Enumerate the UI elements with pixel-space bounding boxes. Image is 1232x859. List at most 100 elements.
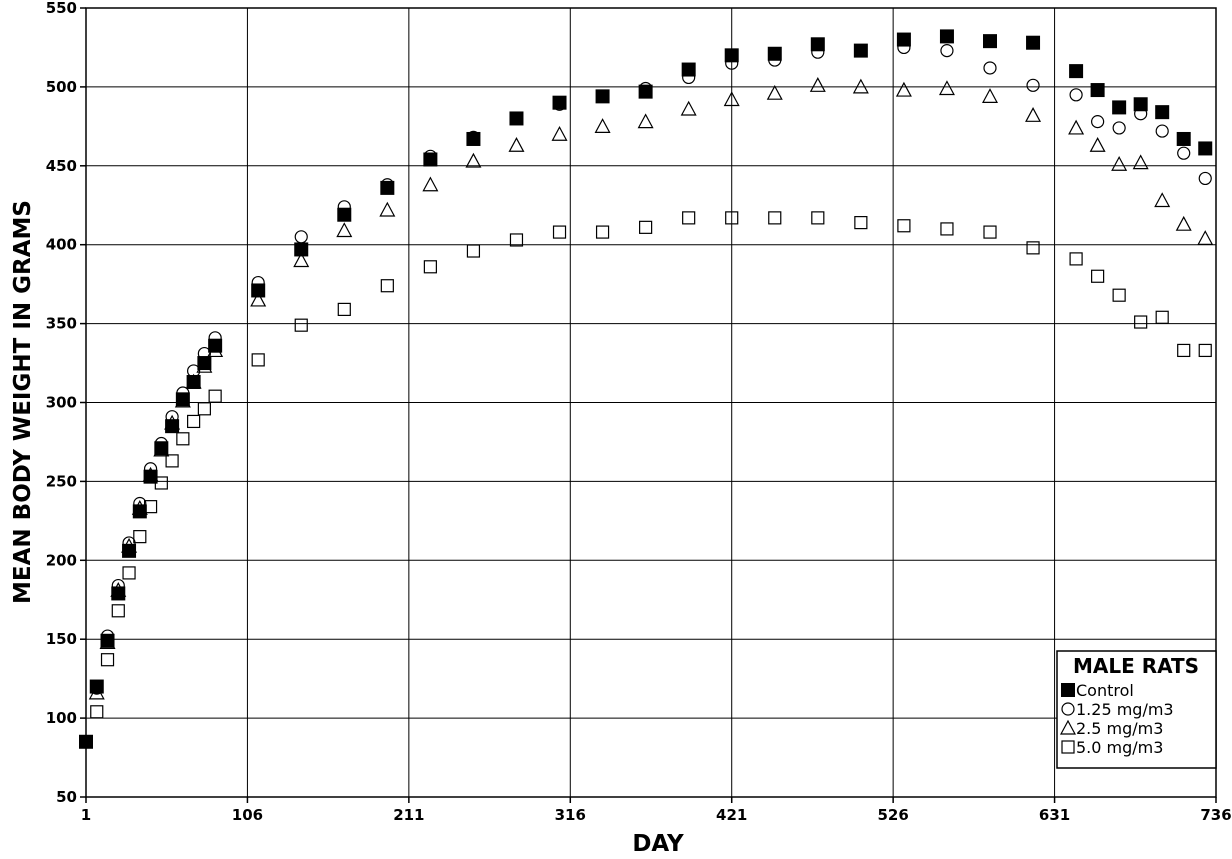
data-point: [508, 137, 525, 152]
data-point: [725, 211, 739, 225]
data-point: [208, 338, 223, 353]
data-point: [1091, 269, 1105, 283]
data-point: [251, 283, 266, 298]
legend-label: 2.5 mg/m3: [1076, 719, 1163, 738]
y-tick-label: 400: [46, 236, 77, 254]
data-point: [122, 566, 136, 580]
data-point: [1132, 154, 1149, 170]
data-point: [176, 432, 190, 446]
data-point: [197, 356, 212, 371]
data-point: [1197, 230, 1214, 245]
data-point: [1133, 97, 1148, 112]
data-point: [133, 530, 147, 544]
legend-marker: [1061, 740, 1075, 754]
x-tick-label: 106: [232, 806, 263, 824]
data-point: [294, 318, 308, 332]
legend-marker: [1059, 719, 1077, 735]
data-point: [637, 113, 654, 129]
data-point: [853, 43, 868, 58]
data-point: [940, 44, 954, 58]
data-point: [1089, 137, 1106, 152]
x-tick-label: 736: [1200, 806, 1231, 824]
data-point: [639, 220, 653, 234]
data-point: [595, 225, 610, 239]
x-tick-label: 316: [555, 806, 586, 824]
y-axis-title: MEAN BODY WEIGHT IN GRAMS: [10, 200, 36, 604]
legend-marker: [1061, 683, 1075, 697]
legend-marker: [1061, 702, 1075, 716]
data-point: [1155, 310, 1169, 324]
data-point: [810, 37, 825, 52]
data-point: [132, 504, 147, 519]
data-point: [1090, 83, 1105, 98]
data-point: [682, 211, 696, 225]
data-point: [811, 211, 825, 225]
data-point: [1175, 215, 1192, 231]
data-point: [187, 414, 201, 429]
data-marks: [79, 29, 1214, 749]
data-point: [1025, 107, 1042, 122]
data-point: [1198, 171, 1212, 186]
legend-title: MALE RATS: [1073, 654, 1199, 678]
data-point: [1112, 100, 1127, 115]
data-point: [197, 402, 211, 416]
data-point: [1134, 315, 1148, 329]
data-point: [337, 207, 352, 222]
x-tick-label: 631: [1039, 806, 1070, 824]
grid-lines: [85, 7, 1217, 798]
data-point: [981, 88, 999, 103]
data-point: [1026, 78, 1040, 92]
data-point: [852, 78, 869, 94]
data-point: [983, 225, 997, 239]
data-point: [940, 222, 954, 236]
plot-frame: [85, 7, 1217, 798]
data-point: [1026, 241, 1040, 255]
data-point: [681, 62, 696, 77]
data-point: [1111, 155, 1128, 171]
data-point: [165, 454, 179, 468]
x-tick-label: 1: [81, 806, 91, 824]
axis-ticks: 50 100 150 200 250 300 350 400 450 500 550 1 106 211 3…: [46, 0, 1232, 824]
data-point: [165, 419, 180, 434]
data-point: [466, 244, 481, 258]
data-point: [423, 260, 437, 274]
data-point: [380, 180, 395, 195]
data-point: [1069, 88, 1083, 102]
data-point: [1026, 35, 1041, 50]
data-point: [809, 77, 826, 92]
data-point: [638, 84, 653, 99]
data-point: [1155, 105, 1170, 120]
data-point: [336, 222, 353, 238]
data-point: [595, 89, 610, 104]
y-tick-label: 450: [46, 157, 77, 175]
y-tick-label: 150: [46, 630, 77, 648]
data-point: [111, 604, 125, 618]
data-point: [766, 84, 783, 100]
legend-label: Control: [1076, 681, 1134, 700]
data-point: [100, 653, 115, 667]
data-point: [422, 176, 439, 192]
data-point: [122, 543, 137, 558]
data-point: [723, 91, 740, 107]
data-point: [379, 201, 396, 217]
data-point: [154, 441, 169, 456]
data-point: [983, 61, 997, 75]
data-point: [251, 353, 265, 367]
data-point: [939, 29, 954, 44]
data-point: [1198, 141, 1213, 156]
data-point: [509, 111, 524, 126]
x-tick-label: 421: [716, 806, 747, 824]
data-point: [1177, 146, 1191, 160]
data-point: [90, 705, 104, 719]
data-point: [465, 152, 482, 168]
data-point: [768, 211, 782, 225]
data-point: [509, 233, 524, 247]
legend-label: 1.25 mg/m3: [1076, 700, 1174, 719]
legend-label: 5.0 mg/m3: [1076, 738, 1163, 757]
series-open-square: [90, 211, 1212, 719]
data-point: [89, 679, 104, 694]
y-tick-label: 350: [46, 315, 77, 333]
x-tick-label: 211: [393, 806, 424, 824]
series-open-circle: [90, 40, 1212, 695]
